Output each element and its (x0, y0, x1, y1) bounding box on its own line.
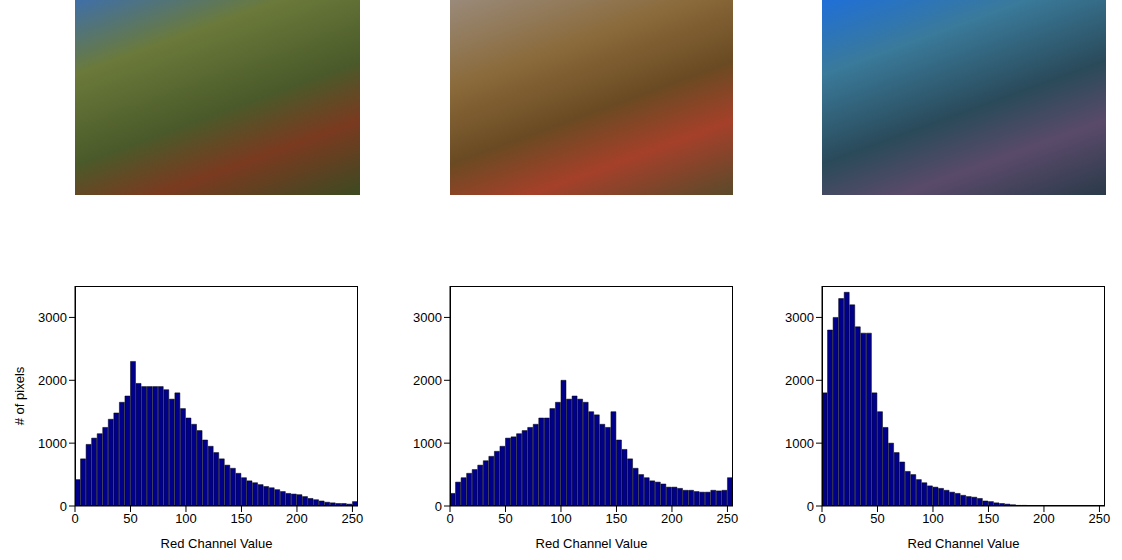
svg-text:3000: 3000 (38, 310, 67, 325)
svg-text:# of pixels: # of pixels (12, 366, 27, 425)
svg-text:150: 150 (978, 511, 1000, 526)
svg-text:150: 150 (231, 511, 253, 526)
svg-text:2000: 2000 (38, 373, 67, 388)
svg-text:1000: 1000 (413, 436, 442, 451)
svg-text:100: 100 (175, 511, 197, 526)
svg-text:2000: 2000 (785, 373, 814, 388)
svg-text:50: 50 (870, 511, 884, 526)
svg-text:200: 200 (286, 511, 308, 526)
svg-text:Red Channel Value: Red Channel Value (161, 536, 273, 550)
svg-text:0: 0 (435, 499, 442, 514)
svg-text:250: 250 (1089, 511, 1111, 526)
svg-text:0: 0 (818, 511, 825, 526)
svg-text:250: 250 (717, 511, 739, 526)
svg-text:0: 0 (807, 499, 814, 514)
svg-text:Red Channel Value: Red Channel Value (908, 536, 1020, 550)
svg-text:1000: 1000 (38, 436, 67, 451)
svg-text:200: 200 (661, 511, 683, 526)
svg-text:200: 200 (1033, 511, 1055, 526)
svg-text:3000: 3000 (413, 310, 442, 325)
svg-text:250: 250 (342, 511, 364, 526)
svg-text:0: 0 (60, 499, 67, 514)
svg-text:0: 0 (446, 511, 453, 526)
svg-text:1000: 1000 (785, 436, 814, 451)
svg-text:3000: 3000 (785, 310, 814, 325)
svg-text:Red Channel Value: Red Channel Value (536, 536, 648, 550)
svg-text:2000: 2000 (413, 373, 442, 388)
svg-text:50: 50 (498, 511, 512, 526)
svg-text:100: 100 (922, 511, 944, 526)
svg-text:100: 100 (550, 511, 572, 526)
svg-text:0: 0 (71, 511, 78, 526)
svg-text:50: 50 (123, 511, 137, 526)
svg-text:150: 150 (606, 511, 628, 526)
